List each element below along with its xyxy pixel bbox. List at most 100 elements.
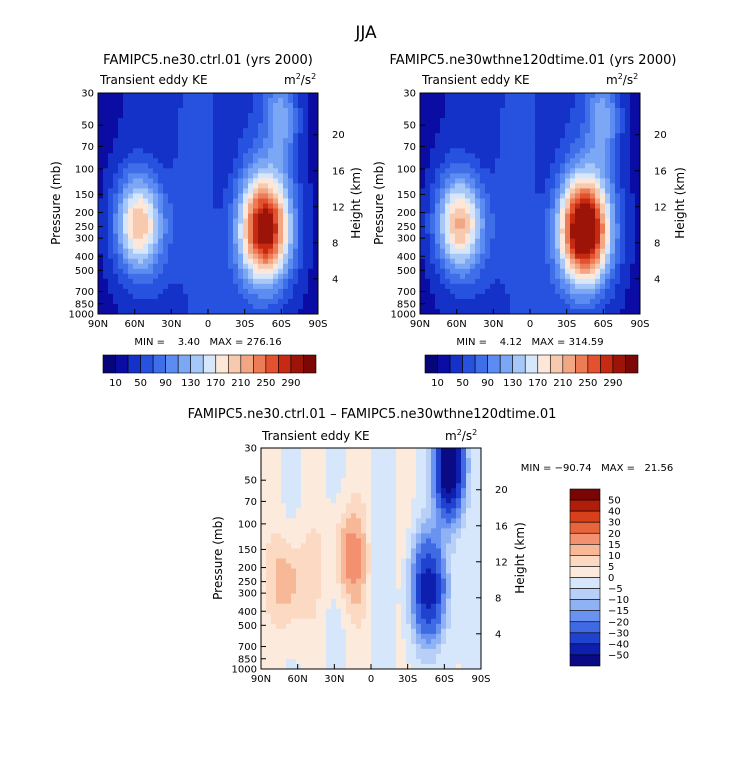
heatmap-cell: [311, 478, 316, 483]
heatmap-cell: [268, 113, 273, 118]
heatmap-cell: [545, 193, 550, 198]
heatmap-cell: [545, 153, 550, 158]
heatmap-cell: [198, 198, 203, 203]
heatmap-cell: [580, 249, 585, 254]
heatmap-cell: [530, 249, 535, 254]
heatmap-cell: [545, 178, 550, 183]
heatmap-cell: [303, 153, 308, 158]
heatmap-cell: [430, 269, 435, 274]
heatmap-cell: [303, 198, 308, 203]
heatmap-cell: [138, 143, 143, 148]
heatmap-cell: [301, 448, 306, 453]
heatmap-cell: [515, 123, 520, 128]
heatmap-cell: [336, 458, 341, 463]
heatmap-cell: [198, 219, 203, 224]
heatmap-cell: [480, 204, 485, 209]
heatmap-cell: [286, 508, 291, 513]
heatmap-cell: [173, 284, 178, 289]
heatmap-cell: [421, 488, 426, 493]
heatmap-cell: [605, 183, 610, 188]
heatmap-cell: [465, 158, 470, 163]
heatmap-cell: [223, 264, 228, 269]
heatmap-cell: [605, 214, 610, 219]
heatmap-cell: [341, 463, 346, 468]
heatmap-cell: [475, 103, 480, 108]
heatmap-cell: [620, 219, 625, 224]
heatmap-cell: [425, 188, 430, 193]
heatmap-cell: [243, 138, 248, 143]
heatmap-cell: [520, 153, 525, 158]
heatmap-cell: [266, 493, 271, 498]
heatmap-cell: [123, 259, 128, 264]
heatmap-cell: [331, 473, 336, 478]
heatmap-cell: [605, 188, 610, 193]
heatmap-cell: [276, 468, 281, 473]
heatmap-cell: [341, 523, 346, 528]
heatmap-cell: [585, 269, 590, 274]
heatmap-cell: [580, 93, 585, 98]
heatmap-cell: [600, 239, 605, 244]
heatmap-cell: [183, 229, 188, 234]
heatmap-cell: [303, 108, 308, 113]
heatmap-cell: [456, 513, 461, 518]
heatmap-cell: [138, 193, 143, 198]
heatmap-cell: [321, 498, 326, 503]
heatmap-cell: [490, 304, 495, 309]
heatmap-cell: [565, 128, 570, 133]
heatmap-cell: [426, 448, 431, 453]
heatmap-cell: [366, 493, 371, 498]
heatmap-cell: [336, 463, 341, 468]
heatmap-cell: [293, 158, 298, 163]
heatmap-cell: [208, 168, 213, 173]
heatmap-cell: [600, 93, 605, 98]
colorbar-swatch: [128, 355, 141, 373]
heatmap-cell: [183, 138, 188, 143]
heatmap-cell: [138, 289, 143, 294]
heatmap-cell: [238, 163, 243, 168]
heatmap-cell: [535, 103, 540, 108]
heatmap-cell: [288, 93, 293, 98]
heatmap-cell: [605, 219, 610, 224]
heatmap-cell: [630, 299, 635, 304]
heatmap-cell: [253, 188, 258, 193]
heatmap-cell: [138, 123, 143, 128]
heatmap-cell: [123, 158, 128, 163]
heatmap-cell: [450, 239, 455, 244]
heatmap-cell: [288, 103, 293, 108]
heatmap-cell: [213, 239, 218, 244]
heatmap-cell: [311, 513, 316, 518]
heatmap-cell: [495, 259, 500, 264]
heatmap-cell: [183, 289, 188, 294]
heatmap-cell: [386, 463, 391, 468]
heatmap-cell: [113, 178, 118, 183]
heatmap-cell: [430, 128, 435, 133]
heatmap-cell: [243, 193, 248, 198]
heatmap-cell: [233, 214, 238, 219]
heatmap-cell: [480, 209, 485, 214]
heatmap-cell: [218, 183, 223, 188]
heatmap-cell: [545, 284, 550, 289]
heatmap-cell: [470, 133, 475, 138]
heatmap-cell: [293, 244, 298, 249]
heatmap-cell: [158, 108, 163, 113]
heatmap-cell: [555, 284, 560, 289]
heatmap-cell: [590, 158, 595, 163]
heatmap-cell: [213, 224, 218, 229]
x-tick-label: 30S: [235, 319, 254, 330]
heatmap-cell: [435, 198, 440, 203]
heatmap-cell: [470, 224, 475, 229]
heatmap-cell: [253, 178, 258, 183]
heatmap-cell: [450, 123, 455, 128]
heatmap-cell: [371, 538, 376, 543]
heatmap-cell: [545, 274, 550, 279]
heatmap-cell: [585, 274, 590, 279]
heatmap-cell: [605, 128, 610, 133]
heatmap-cell: [103, 93, 108, 98]
heatmap-cell: [288, 188, 293, 193]
heatmap-cell: [560, 299, 565, 304]
heatmap-cell: [460, 98, 465, 103]
heatmap-cell: [445, 153, 450, 158]
heatmap-cell: [396, 528, 401, 533]
heatmap-cell: [261, 488, 266, 493]
heatmap-cell: [213, 219, 218, 224]
